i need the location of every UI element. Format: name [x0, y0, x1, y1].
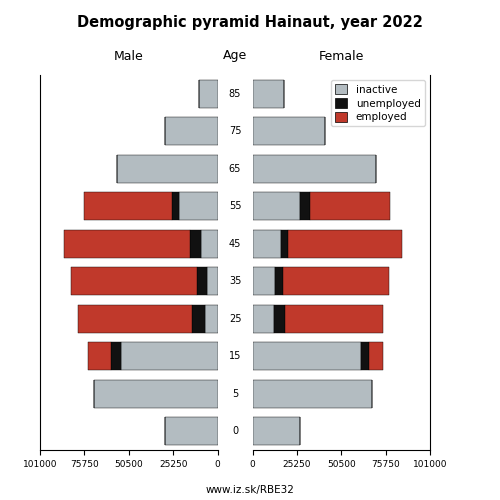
Text: Male: Male [114, 50, 144, 62]
Legend: inactive, unemployed, employed: inactive, unemployed, employed [331, 80, 425, 126]
Bar [121, 342, 218, 370]
Bar [201, 230, 218, 258]
Text: Female: Female [318, 50, 364, 62]
Text: 75: 75 [229, 126, 241, 136]
Bar [172, 192, 179, 220]
Bar [71, 267, 198, 296]
Text: 35: 35 [229, 276, 241, 286]
Bar [252, 267, 276, 296]
Bar [276, 267, 283, 296]
Bar [190, 230, 201, 258]
Bar [165, 117, 218, 145]
Bar [84, 192, 172, 220]
Bar [284, 267, 389, 296]
Bar [192, 304, 205, 333]
Bar [252, 192, 300, 220]
Bar [88, 342, 111, 370]
Bar [165, 417, 218, 446]
Bar [118, 154, 218, 183]
Text: 65: 65 [229, 164, 241, 174]
Text: 45: 45 [229, 238, 241, 248]
Text: 85: 85 [229, 89, 241, 99]
Bar [199, 80, 218, 108]
Text: Demographic pyramid Hainaut, year 2022: Demographic pyramid Hainaut, year 2022 [77, 15, 423, 30]
Text: Age: Age [223, 50, 247, 62]
Bar [285, 304, 384, 333]
Bar [362, 342, 370, 370]
Bar [370, 342, 384, 370]
Bar [207, 267, 218, 296]
Bar [205, 304, 218, 333]
Bar [288, 230, 402, 258]
Bar [111, 342, 121, 370]
Bar [94, 380, 218, 408]
Bar [78, 304, 192, 333]
Bar [179, 192, 218, 220]
Text: 15: 15 [229, 351, 241, 361]
Bar [274, 304, 285, 333]
Bar [252, 154, 376, 183]
Bar [252, 304, 274, 333]
Bar [280, 230, 287, 258]
Bar [252, 417, 300, 446]
Bar [310, 192, 390, 220]
Bar [300, 192, 310, 220]
Text: 5: 5 [232, 389, 238, 399]
Bar [64, 230, 190, 258]
Bar [252, 80, 284, 108]
Text: 0: 0 [232, 426, 238, 436]
Bar [252, 342, 362, 370]
Text: www.iz.sk/RBE32: www.iz.sk/RBE32 [206, 485, 294, 495]
Bar [198, 267, 207, 296]
Bar [252, 230, 280, 258]
Bar [252, 380, 372, 408]
Text: 25: 25 [229, 314, 241, 324]
Bar [252, 117, 324, 145]
Text: 55: 55 [229, 201, 241, 211]
